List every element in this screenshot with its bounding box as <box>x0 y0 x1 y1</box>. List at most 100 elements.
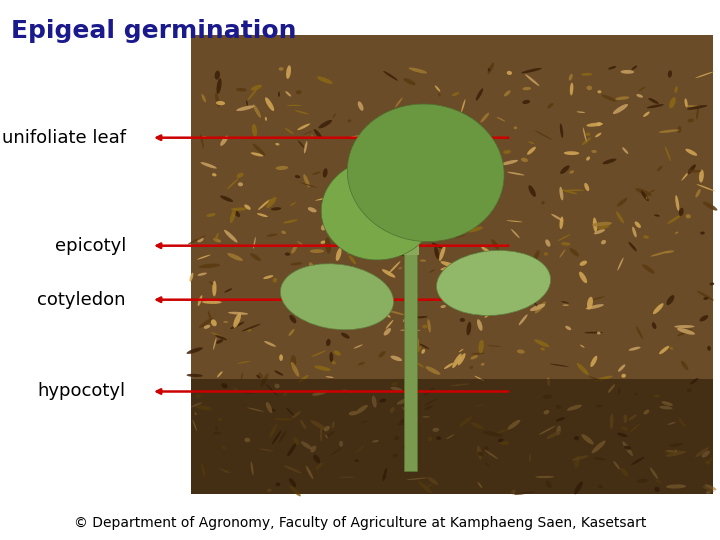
Ellipse shape <box>392 382 397 386</box>
Ellipse shape <box>293 436 300 445</box>
Ellipse shape <box>326 339 330 346</box>
Ellipse shape <box>667 214 682 224</box>
Ellipse shape <box>659 346 670 354</box>
Ellipse shape <box>696 447 708 457</box>
Ellipse shape <box>412 108 415 111</box>
Ellipse shape <box>688 119 694 123</box>
Ellipse shape <box>636 326 643 339</box>
Ellipse shape <box>284 390 288 396</box>
Ellipse shape <box>425 406 433 410</box>
Ellipse shape <box>681 361 688 370</box>
Ellipse shape <box>587 86 592 90</box>
Ellipse shape <box>338 477 355 478</box>
Ellipse shape <box>631 457 644 465</box>
Ellipse shape <box>402 227 421 232</box>
Ellipse shape <box>347 104 504 241</box>
Ellipse shape <box>650 468 658 479</box>
Ellipse shape <box>579 272 587 283</box>
Ellipse shape <box>287 408 294 416</box>
Ellipse shape <box>452 354 462 368</box>
Ellipse shape <box>217 78 222 94</box>
Ellipse shape <box>634 221 641 228</box>
Ellipse shape <box>238 183 243 186</box>
Ellipse shape <box>395 98 402 107</box>
Ellipse shape <box>433 164 452 168</box>
Ellipse shape <box>383 471 388 475</box>
Ellipse shape <box>272 430 282 444</box>
Ellipse shape <box>390 387 402 392</box>
Ellipse shape <box>638 86 646 92</box>
Ellipse shape <box>507 220 523 222</box>
Ellipse shape <box>577 111 585 113</box>
Ellipse shape <box>420 343 429 349</box>
Ellipse shape <box>601 94 616 102</box>
Ellipse shape <box>564 151 580 155</box>
Ellipse shape <box>703 297 708 300</box>
Ellipse shape <box>610 414 613 429</box>
Ellipse shape <box>300 302 314 309</box>
Ellipse shape <box>664 450 683 454</box>
Ellipse shape <box>438 93 441 97</box>
Ellipse shape <box>618 364 626 372</box>
Ellipse shape <box>191 402 202 407</box>
Ellipse shape <box>434 246 439 259</box>
Ellipse shape <box>470 355 478 360</box>
Ellipse shape <box>667 70 672 78</box>
Ellipse shape <box>544 252 548 255</box>
Ellipse shape <box>264 341 276 347</box>
Ellipse shape <box>541 269 548 273</box>
Ellipse shape <box>649 190 655 193</box>
Ellipse shape <box>428 477 438 485</box>
Ellipse shape <box>617 198 627 207</box>
Ellipse shape <box>654 487 660 492</box>
Ellipse shape <box>390 153 404 164</box>
Ellipse shape <box>436 436 441 440</box>
Ellipse shape <box>551 214 563 221</box>
Ellipse shape <box>253 104 261 118</box>
Ellipse shape <box>408 214 412 221</box>
Ellipse shape <box>412 217 420 231</box>
Ellipse shape <box>382 468 387 481</box>
Ellipse shape <box>641 191 649 201</box>
Ellipse shape <box>616 96 629 100</box>
Ellipse shape <box>504 90 510 97</box>
Ellipse shape <box>469 224 474 230</box>
Ellipse shape <box>321 159 436 260</box>
Ellipse shape <box>588 376 600 381</box>
Ellipse shape <box>677 329 692 336</box>
Ellipse shape <box>426 483 433 488</box>
Ellipse shape <box>485 309 493 318</box>
Ellipse shape <box>251 85 262 91</box>
Ellipse shape <box>283 219 297 224</box>
Ellipse shape <box>535 302 546 313</box>
Ellipse shape <box>561 301 569 303</box>
Ellipse shape <box>211 319 217 326</box>
Ellipse shape <box>192 420 197 431</box>
Ellipse shape <box>354 345 363 348</box>
Ellipse shape <box>420 260 426 262</box>
Ellipse shape <box>309 262 315 273</box>
Ellipse shape <box>665 451 686 457</box>
Ellipse shape <box>508 420 521 429</box>
Ellipse shape <box>408 461 414 470</box>
Ellipse shape <box>485 463 490 467</box>
Ellipse shape <box>481 247 490 253</box>
Ellipse shape <box>670 443 683 447</box>
Ellipse shape <box>666 450 675 452</box>
FancyBboxPatch shape <box>401 210 419 255</box>
Ellipse shape <box>580 345 585 348</box>
Ellipse shape <box>306 466 313 479</box>
Ellipse shape <box>251 152 264 157</box>
Ellipse shape <box>517 349 525 354</box>
Ellipse shape <box>616 211 624 224</box>
Ellipse shape <box>669 97 676 109</box>
Ellipse shape <box>687 105 708 110</box>
Ellipse shape <box>705 484 716 490</box>
Ellipse shape <box>233 388 238 392</box>
Ellipse shape <box>200 162 217 168</box>
Ellipse shape <box>311 350 326 357</box>
Ellipse shape <box>338 183 343 187</box>
Ellipse shape <box>358 362 365 366</box>
Ellipse shape <box>310 249 324 253</box>
Ellipse shape <box>236 88 247 92</box>
